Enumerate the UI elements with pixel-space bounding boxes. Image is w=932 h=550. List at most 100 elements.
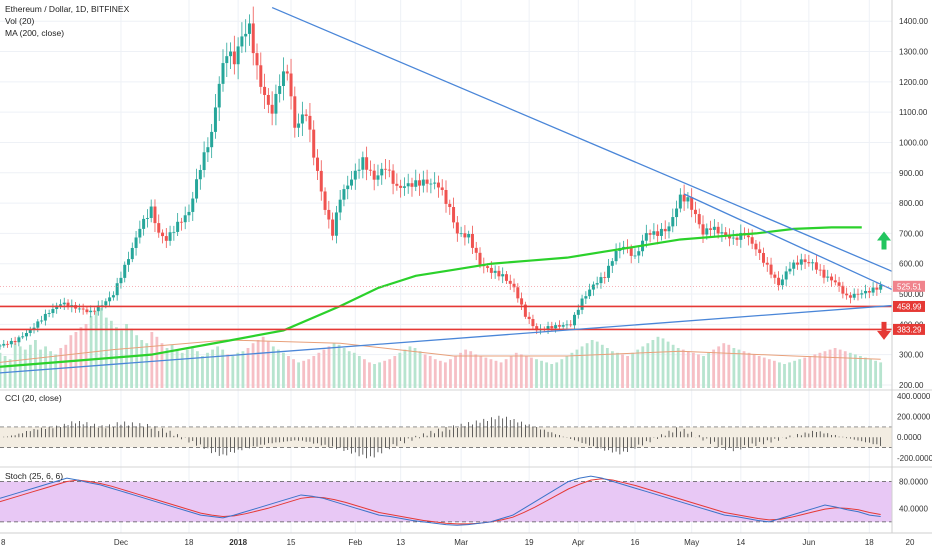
volume-bar <box>838 349 842 388</box>
candle-body <box>331 219 335 236</box>
candle-body <box>334 212 338 236</box>
candle-body <box>659 228 663 236</box>
candle-body <box>92 310 96 312</box>
candle-body <box>342 189 346 200</box>
candle-body <box>803 259 807 263</box>
candle-body <box>573 314 577 326</box>
candle-body <box>727 235 731 239</box>
volume-bar <box>479 356 483 388</box>
candle-body <box>508 280 512 284</box>
candle-body <box>697 214 701 225</box>
stoch-pane[interactable]: Stoch (25, 6, 6) <box>0 466 932 526</box>
cci-axis[interactable]: 400.0000 200.0000 0.0000 -200.0000 <box>897 392 932 463</box>
candle-body <box>637 251 641 256</box>
candle-body <box>716 226 720 234</box>
volume-bar <box>256 340 260 388</box>
price-badge <box>893 280 925 292</box>
volume-bar <box>327 346 331 388</box>
candle-body <box>599 277 603 284</box>
trendline <box>271 6 893 272</box>
volume-bar <box>671 344 675 388</box>
candle-body <box>580 298 584 310</box>
candle-body <box>410 183 414 187</box>
ma200-line <box>0 226 862 368</box>
candle-body <box>769 264 773 275</box>
candle-body <box>365 157 369 170</box>
volume-bar <box>28 344 32 388</box>
volume-bar <box>712 349 716 388</box>
candle-body <box>357 169 361 171</box>
volume-bar <box>686 351 690 388</box>
candle-body <box>773 274 777 278</box>
volume-bar <box>44 346 47 388</box>
volume-bar <box>616 352 619 388</box>
volume-bar <box>160 343 164 388</box>
volume-bar <box>241 351 245 388</box>
candle-body <box>671 217 675 227</box>
volume-bar <box>175 349 179 388</box>
candle-body <box>527 316 531 320</box>
candle-body <box>841 285 845 294</box>
volume-bar <box>530 357 533 388</box>
price-badge-label: 383.29 <box>897 325 922 334</box>
stoch-axis[interactable]: 80.0000 40.0000 <box>899 477 928 513</box>
candle-body <box>690 197 694 210</box>
candle-body <box>168 232 172 241</box>
candle-body <box>720 232 724 234</box>
volume-bar <box>251 343 255 388</box>
candle-body <box>436 182 440 188</box>
candle-body <box>251 23 255 54</box>
candle-body <box>440 187 444 191</box>
volume-bar <box>570 352 574 388</box>
volume-bar <box>216 346 220 388</box>
volume-bar <box>39 349 42 388</box>
volume-bar <box>368 362 371 388</box>
candle-body <box>9 340 13 345</box>
volume-bar <box>874 360 877 388</box>
candle-body <box>633 255 637 257</box>
main-pane[interactable]: Ethereum / Dollar, 1D, BITFINEX Vol (20)… <box>0 0 893 533</box>
volume-bar <box>221 349 225 388</box>
candle-body <box>807 262 811 264</box>
candle-body <box>213 107 217 132</box>
volume-bar <box>519 354 523 388</box>
volume-bar <box>555 362 559 388</box>
volume-bar <box>509 356 513 388</box>
candle-body <box>478 252 482 265</box>
candle-body <box>300 114 304 124</box>
candle-body <box>833 280 837 283</box>
arrow-down-icon <box>877 321 891 340</box>
candle-body <box>217 83 221 108</box>
volume-bar <box>322 349 326 388</box>
candle-body <box>425 179 429 184</box>
volume-bar <box>717 346 721 388</box>
volume-bar <box>585 343 589 388</box>
volume-bar <box>120 330 123 388</box>
chart-title: Ethereum / Dollar, 1D, BITFINEX <box>5 4 130 14</box>
volume-ma-line <box>0 339 881 363</box>
candle-body <box>183 215 187 223</box>
candle-body <box>864 290 868 294</box>
volume-bar <box>398 352 402 388</box>
candle-body <box>376 175 380 180</box>
volume-bar <box>676 348 680 388</box>
volume-bar <box>707 352 710 388</box>
cci-pane[interactable]: CCI (20, close) <box>0 389 932 459</box>
candle-body <box>693 209 697 215</box>
candle-body <box>452 207 456 223</box>
time-axis[interactable]: 8 Dec 18 2018 15 Feb 13 Mar 19 Apr 16 May 14 Jun 18 20 <box>1 538 915 547</box>
volume-bar <box>54 354 58 388</box>
volume-bar <box>454 356 457 388</box>
volume-bar <box>778 362 781 388</box>
volume-bar <box>428 356 432 388</box>
support-lines <box>0 305 892 331</box>
candle-body <box>153 206 157 224</box>
candle-body <box>289 73 293 97</box>
volume-bar <box>494 360 498 388</box>
volume-bar <box>641 346 645 388</box>
candle-body <box>682 194 686 202</box>
candle-body <box>36 321 40 328</box>
volume-bar <box>747 352 751 388</box>
price-tick-label: 1400.00 <box>899 17 928 26</box>
